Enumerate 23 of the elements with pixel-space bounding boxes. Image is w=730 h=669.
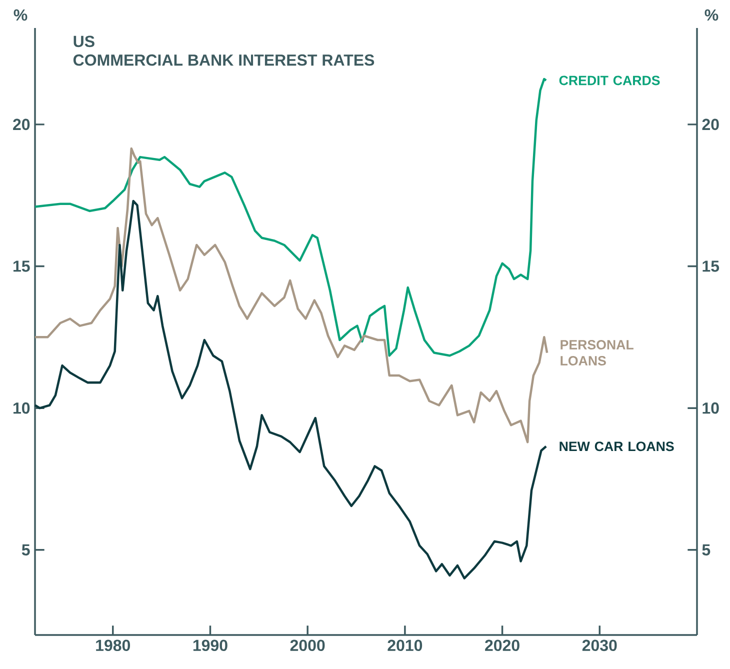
y-tick-label: 20: [13, 118, 30, 130]
x-tick-label: 2000: [290, 640, 325, 652]
y-axis-title: %: [14, 9, 28, 21]
y2-tick-label: 5: [702, 544, 710, 556]
y2-tick-label: 20: [702, 118, 719, 130]
line-series: [34, 78, 548, 357]
line-series: [34, 147, 548, 444]
series-label: PERSONAL LOANS: [560, 340, 634, 366]
x-tick-label: 1980: [96, 640, 130, 652]
y-tick-label: 10: [14, 402, 30, 414]
x-tick-label: 1990: [193, 640, 228, 652]
y2-axis-title: %: [704, 9, 718, 21]
series-label: NEW CAR LOANS: [560, 442, 674, 452]
y2-tick-label: 15: [702, 260, 720, 272]
x-tick-label: 2030: [582, 640, 617, 652]
x-tick-label: 2010: [388, 640, 422, 652]
x-tick-label: 2020: [485, 640, 520, 652]
y-tick-label: 15: [14, 260, 30, 272]
y-tick-label: 5: [22, 544, 30, 556]
y2-tick-label: 10: [702, 402, 719, 414]
text: COMMERCIAL BANK INTEREST RATES: [73, 54, 374, 66]
chart-title: US: [74, 36, 94, 48]
series-label: CREDIT CARDS: [559, 76, 660, 86]
